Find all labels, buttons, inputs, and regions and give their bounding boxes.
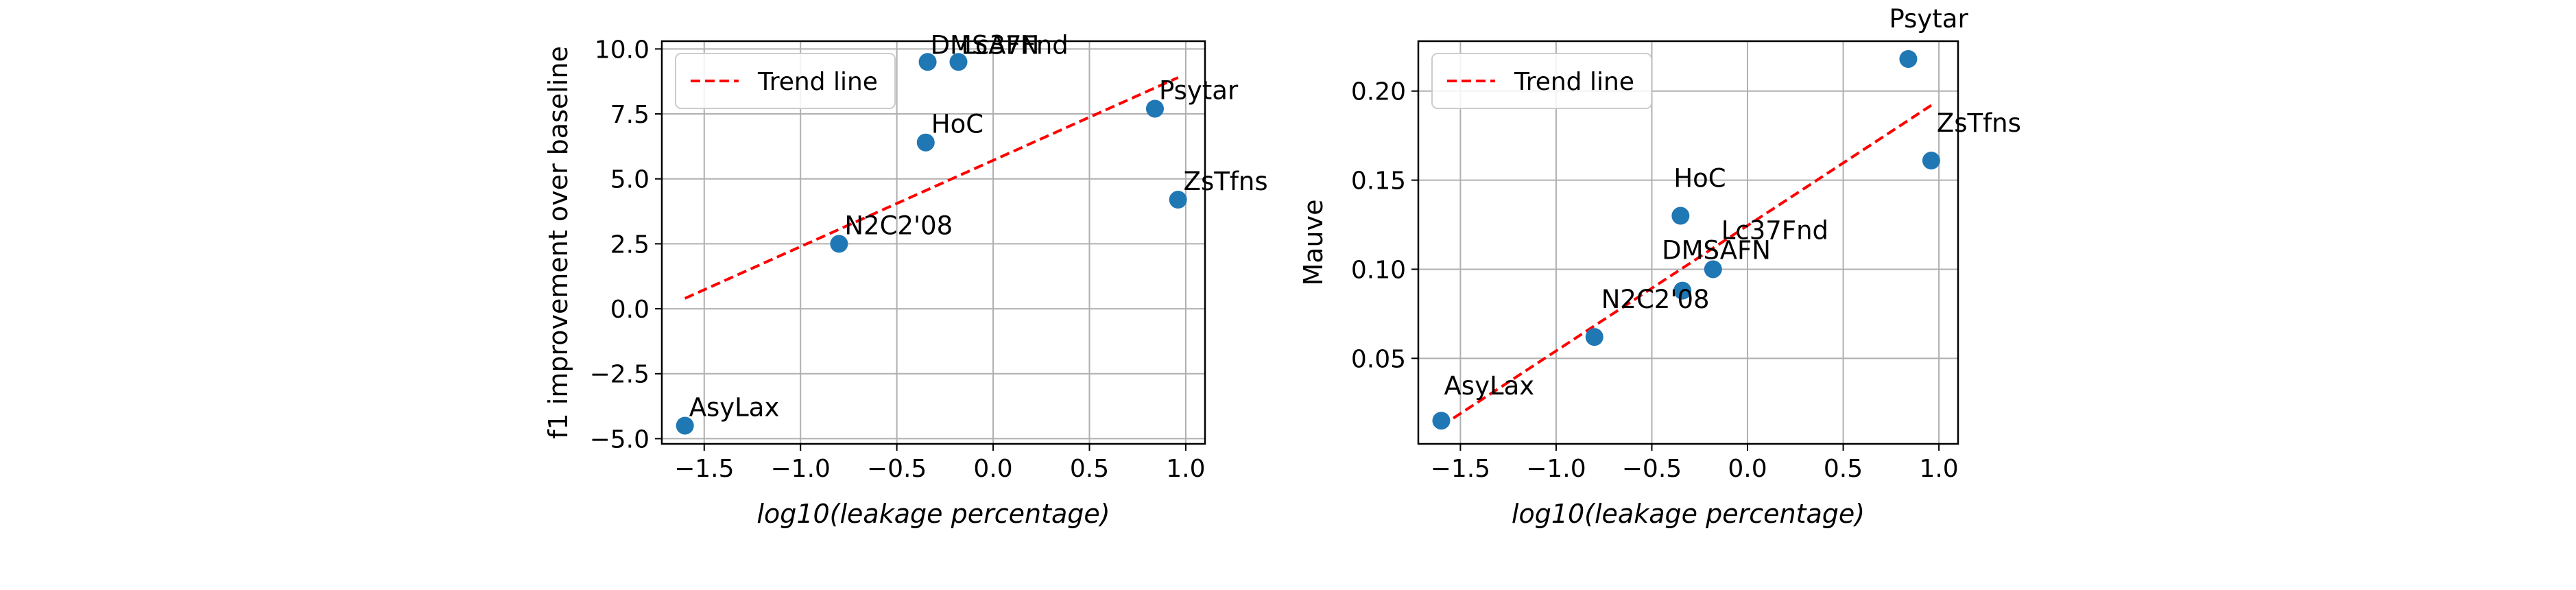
y-tick-label: −5.0: [590, 425, 649, 453]
data-point: [676, 416, 694, 435]
point-label: N2C2'08: [844, 211, 953, 240]
y-tick-label: 0.10: [1351, 256, 1406, 284]
point-label: HoC: [931, 110, 983, 139]
data-point: [1704, 260, 1722, 279]
plot-frame: [1417, 40, 1959, 445]
legend-box: [1431, 53, 1652, 109]
x-axis-label: log10(leakage percentage): [756, 499, 1110, 529]
trend-line: [684, 76, 1179, 300]
data-point: [830, 235, 848, 253]
legend-label: Trend line: [757, 68, 878, 96]
data-point: [916, 133, 935, 152]
x-axis-label: log10(leakage percentage): [1512, 499, 1865, 529]
y-tick-label: 0.0: [610, 296, 649, 324]
y-tick-label: 7.5: [610, 101, 649, 129]
point-label: Psytar: [1889, 4, 1968, 34]
data-point: [1899, 49, 1918, 68]
data-point: [1432, 412, 1451, 430]
data-point: [1922, 152, 1940, 170]
y-tick-label: 0.20: [1351, 78, 1406, 106]
x-tick-label: −1.0: [771, 455, 831, 483]
data-point: [1169, 191, 1187, 209]
x-tick-label: 0.0: [1728, 455, 1767, 483]
y-axis-label: f1 improvement over baseline: [543, 46, 573, 439]
point-label: DMSAFN: [1662, 236, 1771, 266]
data-point: [949, 53, 968, 71]
x-tick-label: −1.5: [1431, 455, 1490, 483]
data-point: [1585, 328, 1603, 346]
x-tick-label: −0.5: [1622, 455, 1682, 483]
point-label: HoC: [1673, 164, 1726, 193]
plot-frame: [660, 40, 1206, 445]
y-tick-label: 5.0: [610, 166, 649, 194]
x-tick-label: −0.5: [867, 455, 927, 483]
point-label: Lc37Fnd: [962, 30, 1069, 60]
y-tick-label: −2.5: [590, 361, 649, 389]
x-tick-label: 0.5: [1824, 455, 1863, 483]
data-point: [1673, 281, 1692, 300]
y-tick-label: 0.05: [1351, 345, 1406, 373]
data-point: [1671, 206, 1690, 225]
y-tick-label: 2.5: [610, 231, 649, 259]
trend-line: [1440, 104, 1933, 427]
point-label: ZsTfns: [1937, 108, 2021, 138]
x-tick-label: −1.5: [674, 455, 734, 483]
x-tick-label: −1.0: [1526, 455, 1586, 483]
y-tick-label: 0.15: [1351, 167, 1406, 196]
legend: Trend line: [675, 53, 896, 109]
point-label: Psytar: [1159, 75, 1239, 105]
x-tick-label: 1.0: [1919, 455, 1958, 483]
data-point: [1145, 99, 1164, 118]
point-label: N2C2'08: [1601, 285, 1710, 314]
x-tick-label: 0.0: [973, 455, 1012, 483]
point-label: AsyLax: [1444, 371, 1534, 401]
legend: Trend line: [1431, 53, 1652, 109]
data-point: [918, 53, 937, 71]
legend-label: Trend line: [1514, 68, 1634, 96]
point-label: ZsTfns: [1184, 167, 1268, 196]
point-label: AsyLax: [689, 392, 780, 422]
x-tick-label: 0.5: [1070, 455, 1109, 483]
point-label: DMSAFN: [931, 30, 1040, 60]
x-tick-label: 1.0: [1166, 455, 1205, 483]
y-tick-label: 10.0: [595, 36, 649, 64]
y-axis-label: Mauve: [1298, 199, 1328, 285]
point-label: Lc37Fnd: [1721, 215, 1828, 245]
legend-box: [675, 53, 896, 109]
